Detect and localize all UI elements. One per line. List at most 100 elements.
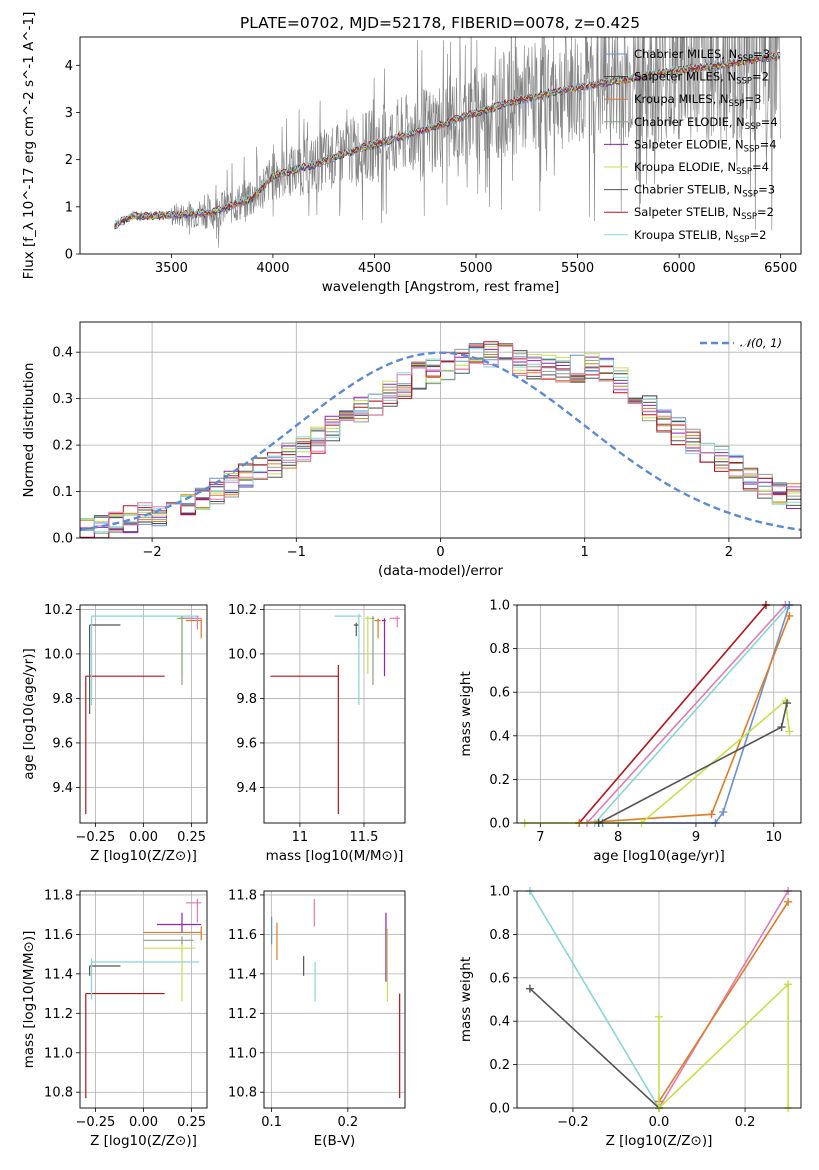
y-tick-label: 10.0 bbox=[44, 647, 73, 662]
x-tick-label: −0.25 bbox=[75, 830, 115, 845]
y-tick-label: 0.2 bbox=[52, 439, 73, 454]
y-tick-label: 10.8 bbox=[44, 1086, 73, 1101]
weight-marker bbox=[784, 897, 793, 906]
legend-label: Chabrier ELODIE, NSSP=4 bbox=[634, 115, 778, 132]
y-tick-label: 0.4 bbox=[489, 1015, 510, 1030]
x-tick-label: 11.5 bbox=[350, 830, 379, 845]
x-tick-label: 0.00 bbox=[129, 1115, 158, 1130]
model-kroupa-stelib bbox=[114, 52, 781, 224]
age-vs-Z-panel: 9.4 9.6 9.8 10.0 10.2 −0.25 0.00 0.25 Z [log10(Z… bbox=[21, 603, 208, 864]
y-tick-label: 9.4 bbox=[52, 781, 73, 796]
x-axis-label: Z [log10(Z/Z⊙)] bbox=[606, 1133, 713, 1149]
errorbars bbox=[85, 615, 202, 815]
weight-marker bbox=[785, 727, 794, 736]
y-tick-label: 0.4 bbox=[489, 729, 510, 744]
y-tick-label: 9.8 bbox=[236, 692, 257, 707]
x-tick-label: 8 bbox=[614, 830, 622, 845]
x-axis-label: age [log10(age/yr)] bbox=[593, 848, 725, 864]
y-tick-label: 11.4 bbox=[44, 967, 73, 982]
axes-frame bbox=[79, 604, 208, 824]
x-tick-label: 6000 bbox=[663, 261, 696, 276]
y-tick-label: 9.4 bbox=[236, 781, 257, 796]
weight-marker bbox=[785, 611, 794, 620]
weight-marker bbox=[707, 810, 716, 819]
axes-frame bbox=[263, 890, 406, 1109]
x-tick-label: 0.2 bbox=[337, 1115, 358, 1130]
histograms bbox=[80, 341, 801, 538]
x-tick-label: 7 bbox=[536, 830, 544, 845]
y-tick-label: 10.2 bbox=[44, 603, 73, 618]
model-chabrier-stelib bbox=[114, 52, 781, 226]
weight-line bbox=[598, 702, 788, 824]
x-tick-label: 0.25 bbox=[177, 1115, 206, 1130]
y-tick-label: 0.2 bbox=[489, 773, 510, 788]
x-tick-label: 11 bbox=[292, 830, 309, 845]
y-tick-label: 11.0 bbox=[228, 1046, 257, 1061]
x-axis-label: wavelength [Angstrom, rest frame] bbox=[322, 279, 560, 295]
age-vs-mass-panel: 9.4 9.6 9.8 10.0 10.2 11 11.5 mass [log10(M/M⊙)… bbox=[228, 603, 406, 864]
y-tick-label: 11.6 bbox=[228, 928, 257, 943]
y-tick-label: 0.0 bbox=[489, 1102, 510, 1117]
weight-line bbox=[578, 604, 767, 824]
weight-lines bbox=[525, 887, 793, 1112]
y-axis-label: mass weight bbox=[458, 671, 474, 756]
y-tick-label: 10.2 bbox=[228, 603, 257, 618]
x-axis-label: mass [log10(M/M⊙)] bbox=[266, 848, 404, 864]
x-tick-label: 10 bbox=[765, 830, 782, 845]
y-tick-label: 0.6 bbox=[489, 686, 510, 701]
y-tick-label: 11.6 bbox=[44, 928, 73, 943]
axes-frame bbox=[79, 321, 802, 539]
y-tick-label: 11.2 bbox=[44, 1007, 73, 1022]
x-tick-label: 1 bbox=[581, 545, 589, 560]
x-axis-label: E(B-V) bbox=[314, 1133, 356, 1149]
y-tick-label: 3 bbox=[65, 106, 73, 121]
y-tick-label: 9.6 bbox=[236, 736, 257, 751]
y-axis-label: Normed distribution bbox=[21, 363, 37, 498]
axes-frame bbox=[263, 604, 406, 824]
x-tick-label: −0.25 bbox=[75, 1115, 115, 1130]
x-tick-label: 0.00 bbox=[129, 830, 158, 845]
axes-frame bbox=[516, 604, 802, 824]
weight-line bbox=[586, 604, 786, 824]
figure-title: PLATE=0702, MJD=52178, FIBERID=0078, z=0… bbox=[240, 14, 640, 32]
y-tick-label: 0.3 bbox=[52, 392, 73, 407]
legend-label: Chabrier STELIB, NSSP=3 bbox=[634, 183, 775, 200]
y-tick-label: 9.6 bbox=[52, 736, 73, 751]
mass-vs-EBV-panel: 10.8 11.0 11.2 11.4 11.6 11.8 0.1 0.2 E(B-V) bbox=[228, 888, 406, 1149]
y-tick-label: 11.8 bbox=[228, 888, 257, 903]
histogram-pink bbox=[80, 345, 801, 528]
mass-vs-Z-panel: 10.8 11.0 11.2 11.4 11.6 11.8 −0.25 0.00 0.25 Z [… bbox=[21, 888, 208, 1149]
weight-marker bbox=[782, 699, 791, 708]
y-tick-label: 0.0 bbox=[52, 532, 73, 547]
y-tick-label: 0.1 bbox=[52, 485, 73, 500]
legend-label: Kroupa ELODIE, NSSP=4 bbox=[634, 160, 769, 177]
x-tick-label: −0.2 bbox=[557, 1115, 589, 1130]
errorbars bbox=[271, 898, 401, 1099]
residuals-panel: 0.0 0.1 0.2 0.3 0.4 −2 −1 0 1 2 (data-model)/error… bbox=[21, 321, 802, 579]
y-tick-label: 2 bbox=[65, 153, 73, 168]
y-tick-label: 1 bbox=[65, 200, 73, 215]
spectrum-legend: Chabrier MILES, NSSP=3 Salpeter MILES, NS… bbox=[604, 47, 778, 245]
normal-curve bbox=[80, 351, 801, 532]
x-tick-label: 5500 bbox=[561, 261, 594, 276]
x-tick-label: 4000 bbox=[256, 261, 289, 276]
weight-line bbox=[658, 901, 789, 1102]
x-axis-label: (data-model)/error bbox=[378, 563, 504, 579]
y-tick-label: 9.8 bbox=[52, 692, 73, 707]
weight-line bbox=[658, 890, 789, 1109]
y-tick-label: 11.8 bbox=[44, 888, 73, 903]
weight-line bbox=[579, 615, 791, 824]
weight-marker bbox=[719, 808, 728, 817]
y-tick-label: 0.6 bbox=[489, 971, 510, 986]
x-tick-label: −1 bbox=[287, 545, 306, 560]
weight-line bbox=[594, 604, 790, 824]
x-tick-label: 4500 bbox=[358, 261, 391, 276]
spectrum-lines bbox=[114, 37, 781, 248]
weight-marker bbox=[525, 984, 534, 993]
spectrum-panel: 0 1 2 3 4 3500 4000 4500 5000 5500 6000 6500 wavelen… bbox=[21, 12, 802, 295]
mass-weight-vs-age-panel: 0.0 0.2 0.4 0.6 0.8 1.0 7 8 9 10 age [log10(age/yr… bbox=[458, 599, 802, 864]
weight-line bbox=[529, 988, 660, 1109]
y-tick-label: 1.0 bbox=[489, 599, 510, 614]
y-tick-label: 0.8 bbox=[489, 928, 510, 943]
